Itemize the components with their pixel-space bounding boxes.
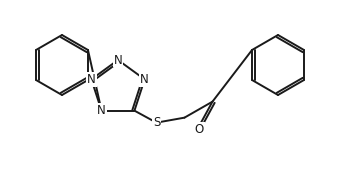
Text: N: N	[97, 104, 106, 117]
Text: O: O	[195, 123, 204, 136]
Text: N: N	[114, 53, 122, 66]
Text: S: S	[153, 116, 160, 129]
Text: N: N	[140, 73, 149, 86]
Text: N: N	[87, 73, 96, 86]
